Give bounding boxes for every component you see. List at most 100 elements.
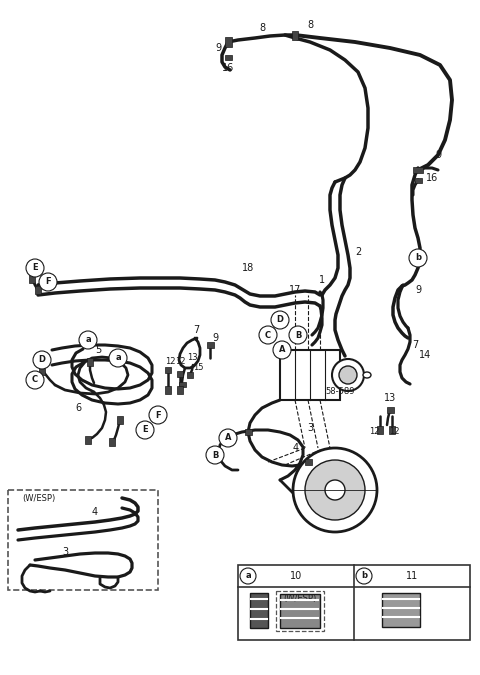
Text: B: B [295, 331, 301, 340]
Bar [244, 429, 252, 435]
Circle shape [79, 331, 97, 349]
Text: 16: 16 [426, 173, 438, 183]
Circle shape [26, 371, 44, 389]
Text: 6: 6 [75, 403, 81, 413]
Text: 9: 9 [215, 43, 221, 53]
Text: 13: 13 [384, 393, 396, 403]
Bar [280, 350, 340, 400]
Text: 17: 17 [289, 285, 301, 295]
Text: 12: 12 [389, 427, 399, 437]
Text: b: b [415, 254, 421, 263]
Text: 11: 11 [406, 571, 418, 581]
Circle shape [33, 351, 51, 369]
Text: b: b [361, 572, 367, 580]
Circle shape [26, 259, 44, 277]
Bar [238, 565, 470, 640]
Text: D: D [276, 315, 284, 325]
Circle shape [273, 341, 291, 359]
Bar [382, 593, 420, 627]
Circle shape [206, 446, 224, 464]
Bar [386, 407, 394, 413]
Text: 7: 7 [412, 340, 418, 350]
Bar [206, 342, 214, 348]
Bar [179, 381, 185, 387]
Text: a: a [245, 572, 251, 580]
Text: 9: 9 [415, 285, 421, 295]
Text: 14: 14 [419, 350, 431, 360]
Circle shape [109, 349, 127, 367]
Text: 4: 4 [293, 443, 299, 453]
Text: 3: 3 [307, 423, 313, 433]
Text: 7: 7 [193, 325, 199, 335]
Bar [85, 436, 91, 444]
Bar [165, 367, 171, 373]
Text: a: a [115, 354, 121, 362]
Bar [389, 426, 395, 434]
Bar [225, 37, 231, 47]
Circle shape [325, 480, 345, 500]
Text: 10: 10 [290, 571, 302, 581]
Text: B: B [212, 450, 218, 460]
Circle shape [240, 568, 256, 584]
Text: 4: 4 [92, 507, 98, 517]
Bar [165, 386, 171, 394]
Bar [292, 30, 298, 40]
Text: 5: 5 [95, 345, 101, 355]
Text: (W/ESP): (W/ESP) [22, 493, 55, 502]
Bar [225, 55, 231, 59]
Bar [39, 365, 45, 375]
Text: 12: 12 [175, 358, 185, 367]
Ellipse shape [363, 372, 371, 378]
Text: 1: 1 [319, 275, 325, 285]
Text: 9: 9 [212, 333, 218, 343]
Text: 18: 18 [242, 263, 254, 273]
Bar [187, 372, 193, 378]
Circle shape [339, 366, 357, 384]
Circle shape [136, 421, 154, 439]
Circle shape [149, 406, 167, 424]
Text: 8: 8 [307, 20, 313, 30]
Text: F: F [45, 277, 51, 286]
Bar [177, 371, 183, 377]
Bar [377, 426, 383, 434]
Text: 8: 8 [259, 23, 265, 33]
Bar [250, 593, 268, 628]
Bar [109, 438, 115, 446]
Circle shape [305, 460, 365, 520]
Text: (W/ESP): (W/ESP) [283, 593, 317, 603]
Circle shape [39, 273, 57, 291]
Circle shape [356, 568, 372, 584]
Bar [177, 386, 183, 394]
Circle shape [219, 429, 237, 447]
Text: 13: 13 [187, 354, 197, 362]
Text: C: C [265, 331, 271, 340]
Text: 3: 3 [62, 547, 68, 557]
Text: 16: 16 [222, 63, 234, 73]
Bar [87, 358, 93, 366]
Text: E: E [32, 263, 38, 273]
Bar [304, 459, 312, 465]
Circle shape [409, 249, 427, 267]
FancyBboxPatch shape [8, 490, 158, 590]
Circle shape [259, 326, 277, 344]
Text: A: A [279, 346, 285, 354]
Bar [280, 594, 320, 628]
Text: 9: 9 [435, 150, 441, 160]
Circle shape [289, 326, 307, 344]
Text: 15: 15 [193, 364, 203, 373]
Text: C: C [32, 375, 38, 385]
Text: 12: 12 [369, 427, 379, 437]
Bar [413, 167, 423, 173]
Text: D: D [38, 356, 46, 365]
Text: A: A [225, 433, 231, 443]
Circle shape [332, 359, 364, 391]
FancyBboxPatch shape [276, 591, 324, 631]
Text: F: F [155, 410, 161, 419]
Circle shape [271, 311, 289, 329]
Text: a: a [85, 335, 91, 344]
Bar [117, 416, 123, 424]
Text: 58-589: 58-589 [325, 387, 355, 396]
Bar [35, 286, 41, 294]
Text: 12: 12 [165, 358, 175, 367]
Text: 2: 2 [355, 247, 361, 257]
